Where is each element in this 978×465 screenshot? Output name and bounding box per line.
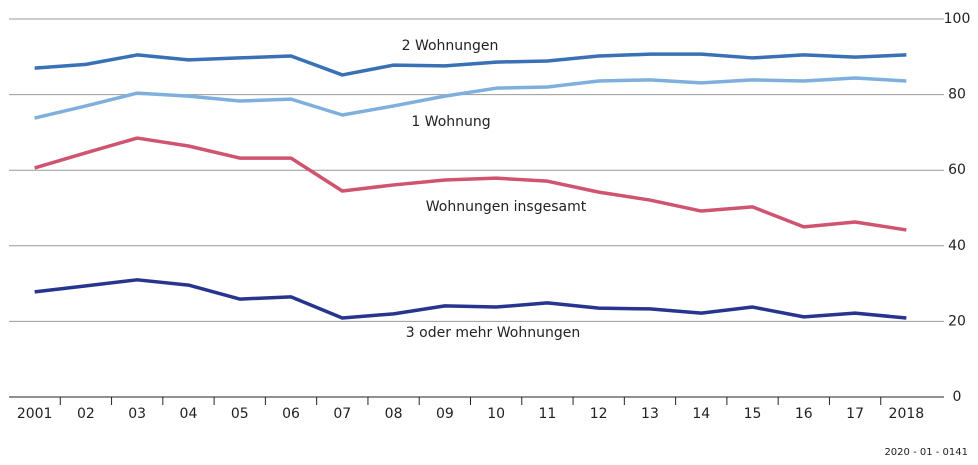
- series-label: 2 Wohnungen: [402, 38, 499, 54]
- y-tick-label: 80: [948, 87, 966, 103]
- x-tick-label: 07: [333, 406, 351, 422]
- x-tick-label: 11: [539, 406, 557, 422]
- x-tick-label: 02: [77, 406, 95, 422]
- x-tick-label: 03: [128, 406, 146, 422]
- series-label: Wohnungen insgesamt: [426, 199, 587, 215]
- series-line: [34, 278, 907, 320]
- x-tick-label: 06: [282, 406, 300, 422]
- series-line: [34, 76, 907, 120]
- y-tick-label: 20: [948, 313, 966, 329]
- x-tick-label: 04: [180, 406, 198, 422]
- x-tick-label: 09: [436, 406, 454, 422]
- x-tick-label: 10: [487, 406, 505, 422]
- series-label: 3 oder mehr Wohnungen: [406, 325, 580, 341]
- series-line: [34, 52, 907, 77]
- x-tick-label: 12: [590, 406, 608, 422]
- x-tick-label: 13: [641, 406, 659, 422]
- series-line: [34, 136, 907, 232]
- source-note: 2020 - 01 - 0141: [884, 447, 968, 458]
- y-tick-label: 0: [953, 389, 962, 405]
- y-tick-label: 60: [948, 162, 966, 178]
- x-tick-label: 17: [846, 406, 864, 422]
- x-tick-label: 2018: [889, 406, 925, 422]
- y-tick-label: 40: [948, 238, 966, 254]
- series-label: 1 Wohnung: [411, 114, 490, 130]
- x-tick-label: 14: [692, 406, 710, 422]
- x-tick-label: 15: [744, 406, 762, 422]
- x-tick-label: 16: [795, 406, 813, 422]
- x-tick-label: 08: [385, 406, 403, 422]
- x-tick-label: 05: [231, 406, 249, 422]
- x-tick-label: 2001: [17, 406, 53, 422]
- y-tick-label: 100: [944, 11, 971, 27]
